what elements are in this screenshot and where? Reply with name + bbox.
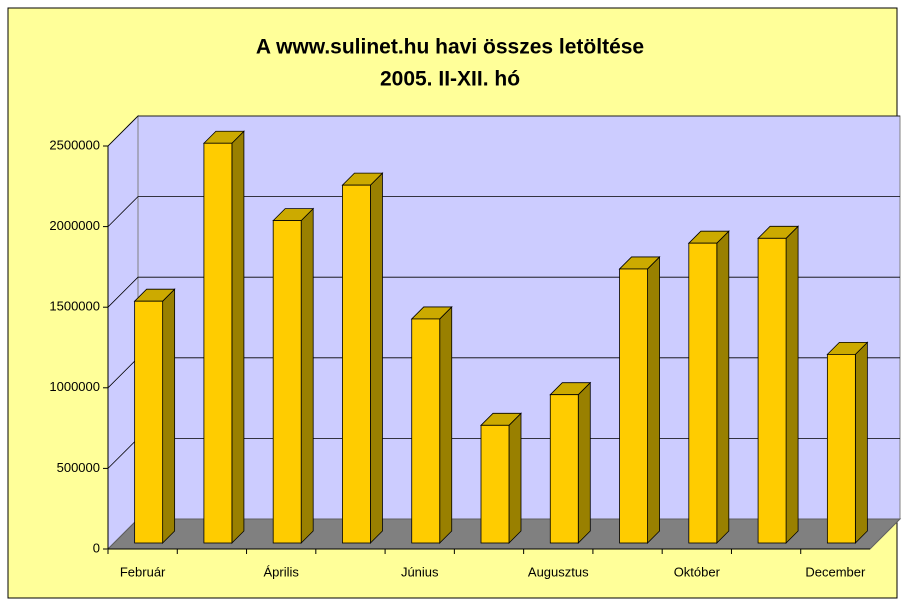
x-tick-label: Február	[120, 564, 166, 579]
x-tick-label: Április	[263, 564, 299, 579]
bar-side	[577, 381, 591, 544]
y-tick-label: 1500000	[49, 299, 100, 314]
bar-side	[716, 230, 730, 544]
bar	[411, 318, 441, 544]
y-tick-label: 2500000	[49, 137, 100, 152]
y-tick-label: 1000000	[49, 379, 100, 394]
side-wall	[107, 114, 139, 551]
bar	[480, 424, 510, 544]
x-tick-label: Június	[401, 564, 439, 579]
bar-side	[439, 305, 453, 544]
bar	[272, 220, 302, 544]
grid-line	[107, 196, 900, 227]
bar	[826, 353, 856, 544]
bar	[342, 184, 371, 544]
y-tick-label: 2000000	[49, 218, 100, 233]
y-tick-label: 500000	[57, 460, 100, 475]
bar-side	[231, 130, 245, 544]
chart-title: A www.sulinet.hu havi összes letöltése	[256, 36, 644, 59]
bar	[688, 242, 718, 544]
bar	[549, 394, 579, 544]
bar-side	[162, 288, 176, 544]
bar	[619, 268, 648, 544]
x-tick-label: December	[805, 564, 866, 579]
bar-side	[785, 225, 799, 544]
bar	[203, 142, 233, 544]
bar-side	[854, 341, 868, 544]
bar-side	[508, 412, 522, 544]
y-tick-label: 0	[93, 540, 100, 555]
grid-line	[107, 115, 900, 147]
bar-side	[647, 255, 660, 544]
bar	[757, 237, 787, 544]
bar-side	[370, 172, 383, 544]
bar-side	[300, 207, 314, 544]
x-tick-label: Október	[674, 564, 721, 579]
x-tick-label: Augusztus	[528, 564, 589, 579]
bar	[134, 300, 164, 544]
chart-subtitle: 2005. II-XII. hó	[380, 68, 520, 91]
